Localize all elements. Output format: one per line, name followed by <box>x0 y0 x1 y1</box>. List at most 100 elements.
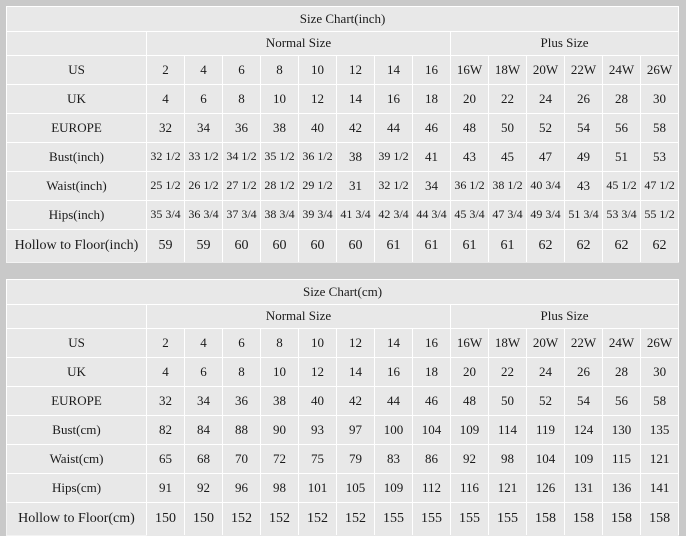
table-cell: 24W <box>602 328 641 358</box>
table-cell: 28 <box>602 84 641 114</box>
table-cell: 88 <box>222 415 261 445</box>
table-cell: 50 <box>488 113 527 143</box>
table-cell: 16W <box>450 55 489 85</box>
table-cell: 40 <box>298 113 337 143</box>
chart-title: Size Chart(inch) <box>5 6 680 32</box>
table-cell: 10 <box>298 55 337 85</box>
table-cell: 86 <box>412 444 451 474</box>
table-cell: 4 <box>146 357 185 387</box>
table-cell: 33 1/2 <box>184 142 223 172</box>
chart-title: Size Chart(cm) <box>5 279 680 305</box>
table-cell: 158 <box>639 502 680 536</box>
table-cell: 54 <box>564 386 603 416</box>
table-cell: 18 <box>412 357 451 387</box>
table-cell: 152 <box>222 502 261 536</box>
table-cell: 92 <box>450 444 489 474</box>
table-cell: 114 <box>488 415 527 445</box>
table-cell: 32 <box>146 113 185 143</box>
table-cell: 91 <box>146 473 185 503</box>
table-cell: 10 <box>260 84 299 114</box>
table-cell: 36 1/2 <box>298 142 337 172</box>
table-cell: 36 <box>222 386 261 416</box>
table-cell: 65 <box>146 444 185 474</box>
table-cell: 105 <box>336 473 375 503</box>
table-cell: 32 1/2 <box>146 142 185 172</box>
table-row: Waist(cm) 65 68 70 72 75 79 83 86 92 98 104 109 115 12… <box>6 444 680 474</box>
table-cell: 12 <box>336 55 375 85</box>
table-cell: 20W <box>526 55 565 85</box>
table-cell: 42 <box>336 113 375 143</box>
table-cell: 62 <box>602 229 641 263</box>
row-label: Bust(inch) <box>6 142 147 172</box>
table-cell: 38 <box>260 386 299 416</box>
table-cell: 4 <box>184 328 223 358</box>
table-cell: 34 <box>184 113 223 143</box>
table-cell: 152 <box>336 502 375 536</box>
table-cell: 131 <box>564 473 603 503</box>
table-cell: 38 <box>336 142 375 172</box>
table-cell: 121 <box>488 473 527 503</box>
table-cell: 45 1/2 <box>602 171 641 201</box>
section-header-plus-size: Plus Size <box>449 304 680 329</box>
table-cell: 141 <box>639 473 680 503</box>
table-cell: 6 <box>222 55 261 85</box>
table-cell: 150 <box>146 502 185 536</box>
table-cell: 39 1/2 <box>374 142 413 172</box>
table-cell: 53 <box>639 142 680 172</box>
table-cell: 16 <box>412 328 451 358</box>
table-cell: 16 <box>412 55 451 85</box>
table-cell: 50 <box>488 386 527 416</box>
section-header-row: Normal Size Plus Size <box>6 31 680 56</box>
table-cell: 72 <box>260 444 299 474</box>
table-cell: 40 <box>298 386 337 416</box>
table-cell: 31 <box>336 171 375 201</box>
table-cell: 34 1/2 <box>222 142 261 172</box>
table-cell: 49 <box>564 142 603 172</box>
row-label: Waist(cm) <box>6 444 147 474</box>
table-cell: 42 <box>336 386 375 416</box>
row-label: Bust(cm) <box>6 415 147 445</box>
table-cell: 20 <box>450 357 489 387</box>
table-cell: 45 <box>488 142 527 172</box>
table-cell: 29 1/2 <box>298 171 337 201</box>
table-cell: 14 <box>336 357 375 387</box>
table-cell: 51 3/4 <box>564 200 603 230</box>
table-cell: 10 <box>298 328 337 358</box>
table-cell: 152 <box>298 502 337 536</box>
table-cell: 38 1/2 <box>488 171 527 201</box>
table-row: Hips(cm) 91 92 96 98 101 105 109 112 116 121 126 131… <box>6 473 680 503</box>
table-cell: 16 <box>374 357 413 387</box>
table-cell: 44 3/4 <box>412 200 451 230</box>
table-cell: 115 <box>602 444 641 474</box>
row-label: UK <box>6 84 147 114</box>
section-header-normal-size: Normal Size <box>146 31 451 56</box>
table-cell: 61 <box>450 229 489 263</box>
table-cell: 56 <box>602 113 641 143</box>
table-cell: 155 <box>488 502 527 536</box>
table-cell: 44 <box>374 113 413 143</box>
table-cell: 158 <box>564 502 603 536</box>
table-cell: 53 3/4 <box>602 200 641 230</box>
table-cell: 35 1/2 <box>260 142 299 172</box>
table-cell: 60 <box>336 229 375 263</box>
table-cell: 104 <box>412 415 451 445</box>
table-cell: 37 3/4 <box>222 200 261 230</box>
table-cell: 130 <box>602 415 641 445</box>
table-cell: 60 <box>298 229 337 263</box>
table-row: Bust(cm) 82 84 88 90 93 97 100 104 109 114 119 124 13… <box>6 415 680 445</box>
table-cell: 43 <box>564 171 603 201</box>
size-chart-cm: Size Chart(cm) Normal Size Plus Size US 2 4 6 8… <box>5 279 680 536</box>
table-cell: 28 <box>602 357 641 387</box>
table-cell: 38 3/4 <box>260 200 299 230</box>
table-cell: 8 <box>260 55 299 85</box>
table-cell: 30 <box>639 357 680 387</box>
size-table: Size Chart(cm) Normal Size Plus Size US 2 4 6 8… <box>5 279 680 536</box>
table-cell: 14 <box>336 84 375 114</box>
table-cell: 121 <box>639 444 680 474</box>
table-cell: 96 <box>222 473 261 503</box>
table-cell: 26W <box>639 55 680 85</box>
table-cell: 32 <box>146 386 185 416</box>
table-cell: 14 <box>374 55 413 85</box>
table-cell: 116 <box>450 473 489 503</box>
